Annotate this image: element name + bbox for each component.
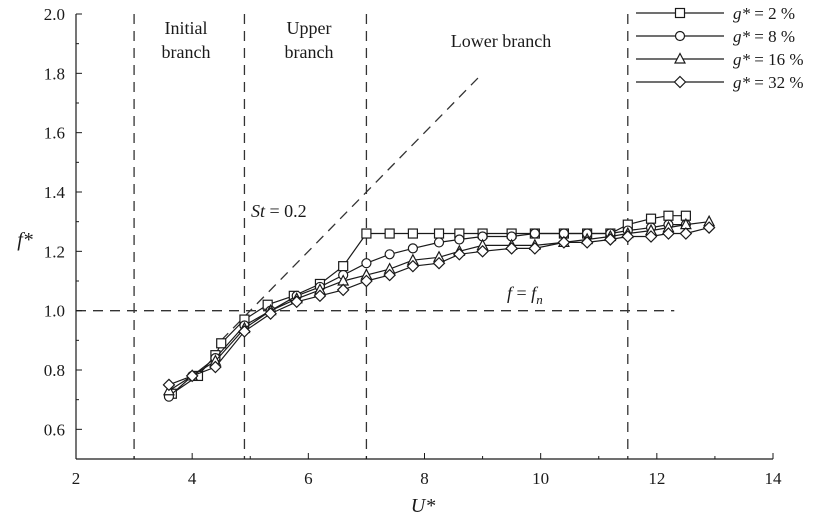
region-label-lower: Lower branch — [451, 31, 551, 51]
data-point — [674, 30, 686, 42]
data-point — [264, 307, 277, 320]
data-point — [505, 242, 518, 255]
data-point — [433, 228, 445, 239]
data-point — [679, 227, 693, 240]
y-tick-label: 1.6 — [44, 124, 65, 143]
data-point — [313, 289, 327, 303]
legend-item: g* = 16 % — [636, 50, 804, 69]
data-point — [580, 236, 594, 249]
x-tick-label: 6 — [304, 469, 313, 488]
y-tick-label: 1.8 — [44, 64, 65, 83]
data-point — [702, 221, 716, 234]
ticks: 2 4 6 8 10 12 14 0.6 0.8 1.0 1.2 1.4 1.6 1.8 2.0 — [44, 5, 782, 488]
data-point — [407, 243, 418, 254]
data-point — [216, 338, 227, 349]
x-tick-label: 8 — [420, 469, 429, 488]
legend-label-symbol: g* — [733, 4, 751, 23]
data-point — [209, 360, 222, 374]
data-point — [529, 228, 540, 239]
data-point — [162, 378, 176, 392]
data-point — [604, 233, 617, 246]
legend: g* = 2 %g* = 8 %g* = 16 %g* = 32 % — [636, 4, 804, 92]
fn-annotation-sub: n — [536, 292, 543, 307]
st-annotation-value: = 0.2 — [265, 201, 307, 221]
legend-label: g* = 16 % — [733, 50, 804, 69]
st-annotation-st: St — [251, 201, 266, 221]
legend-label-value: = 8 % — [750, 27, 795, 46]
data-point — [644, 230, 658, 243]
x-tick-label: 14 — [765, 469, 783, 488]
region-label-initial-2: branch — [162, 42, 211, 62]
data-point — [674, 52, 686, 64]
legend-label-symbol: g* — [733, 73, 751, 92]
data-point — [673, 75, 687, 89]
data-point — [336, 283, 350, 297]
data-point — [645, 213, 657, 224]
region-label-upper-2: branch — [285, 42, 334, 62]
data-point — [360, 274, 373, 288]
data-point — [384, 249, 395, 260]
data-point — [453, 247, 466, 261]
region-label-upper-1: Upper — [287, 18, 332, 38]
data-point — [383, 268, 396, 282]
st-annotation: St = 0.2 — [251, 201, 307, 221]
data-point — [454, 234, 465, 245]
y-axis-label: f* — [17, 229, 33, 251]
data-point — [361, 258, 372, 269]
data-point — [528, 242, 542, 255]
legend-label-symbol: g* — [733, 50, 751, 69]
x-tick-label: 10 — [532, 469, 549, 488]
y-tick-label: 1.0 — [44, 302, 65, 321]
data-point — [361, 228, 372, 239]
legend-item: g* = 2 % — [636, 4, 795, 23]
fn-annotation-f: f — [507, 283, 515, 303]
data-point — [476, 244, 489, 258]
data-point — [621, 230, 635, 243]
fn-annotation-fn: f — [531, 283, 539, 303]
strouhal-line — [220, 72, 484, 341]
y-tick-label: 1.2 — [44, 242, 65, 261]
data-point — [185, 369, 199, 383]
legend-item: g* = 32 % — [636, 73, 804, 92]
data-point — [663, 210, 674, 221]
legend-label: g* = 8 % — [733, 27, 795, 46]
data-point — [406, 259, 420, 273]
data-series — [162, 210, 716, 402]
data-point — [432, 256, 446, 270]
series-diamond — [162, 221, 716, 392]
data-point — [674, 7, 686, 19]
legend-item: g* = 8 % — [636, 27, 795, 46]
data-point — [407, 228, 418, 239]
legend-label-symbol: g* — [733, 27, 751, 46]
region-label-initial-1: Initial — [165, 18, 208, 38]
data-point — [238, 325, 251, 338]
y-tick-label: 1.4 — [44, 183, 66, 202]
fn-annotation-eq: = — [512, 283, 531, 303]
data-point — [384, 228, 395, 239]
data-point — [557, 236, 571, 249]
data-point — [433, 237, 445, 248]
x-tick-label: 12 — [648, 469, 665, 488]
legend-label: g* = 2 % — [733, 4, 795, 23]
data-point — [290, 295, 304, 309]
legend-label-value: = 16 % — [750, 50, 804, 69]
x-axis-label: U* — [411, 495, 435, 517]
x-tick-label: 2 — [72, 469, 81, 488]
y-tick-label: 0.8 — [44, 361, 65, 380]
fn-annotation: f = fn — [507, 283, 543, 307]
y-tick-label: 2.0 — [44, 5, 65, 24]
legend-label-value: = 2 % — [750, 4, 795, 23]
x-tick-label: 4 — [188, 469, 197, 488]
legend-label-value: = 32 % — [750, 73, 804, 92]
data-point — [662, 227, 675, 240]
legend-label: g* = 32 % — [733, 73, 804, 92]
data-point — [338, 261, 349, 272]
y-tick-label: 0.6 — [44, 420, 65, 439]
